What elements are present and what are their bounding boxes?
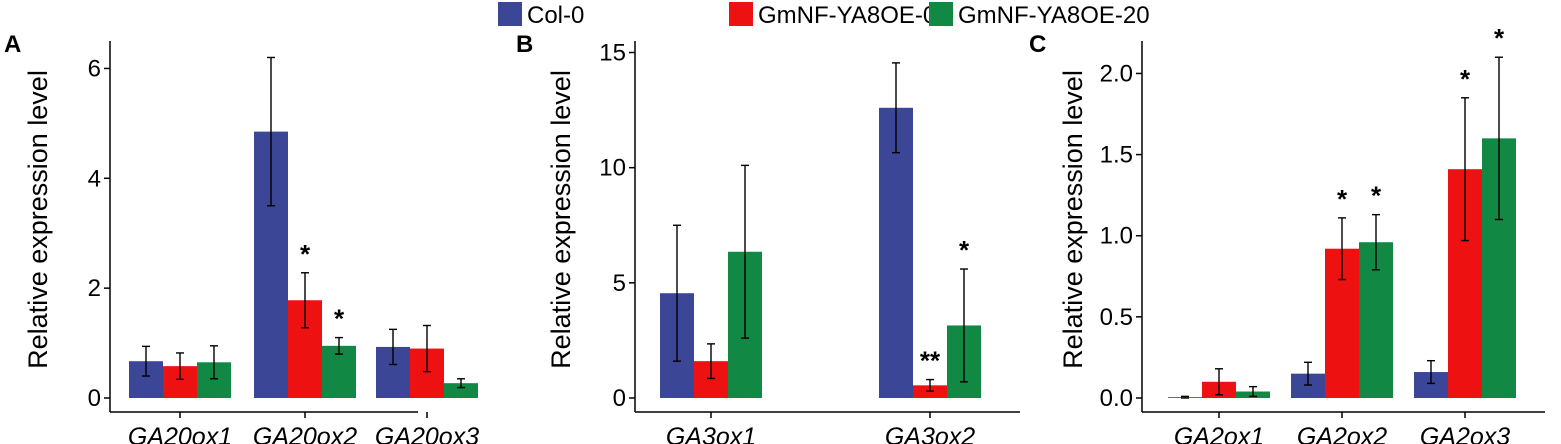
significance-mark: *: [1460, 64, 1471, 94]
significance-mark: *: [334, 304, 345, 334]
y-tick-label: 6: [88, 55, 101, 82]
legend-swatch: [729, 2, 753, 26]
significance-mark: *: [1371, 181, 1382, 211]
y-tick-label: 5: [613, 270, 626, 297]
x-tick-label: GA3ox2: [885, 423, 975, 444]
panel-c: C Relative expression level 0.0 0.5 1.0 1.5 2.…: [1029, 23, 1545, 444]
significance-mark: *: [300, 239, 311, 269]
x-tick-label: GA20ox3: [375, 423, 479, 444]
x-tick-label: GA2ox2: [1297, 423, 1387, 444]
y-tick-label: 0.5: [1100, 304, 1133, 331]
x-tick-label: GA20ox1: [128, 423, 232, 444]
y-tick-label: 4: [88, 165, 101, 192]
y-tick-label: 1.0: [1100, 223, 1133, 250]
y-tick-label: 0: [88, 385, 101, 412]
y-tick-label: 10: [599, 155, 626, 182]
y-tick-label: 0: [613, 385, 626, 412]
significance-mark: *: [1337, 184, 1348, 214]
legend-label: GmNF-YA8OE-20: [958, 2, 1150, 29]
panel-letter: C: [1029, 31, 1046, 58]
x-tick-label: GA20ox2: [253, 423, 357, 444]
y-axis-title: Relative expression level: [23, 70, 53, 369]
legend-label: Col-0: [527, 2, 584, 29]
y-axis-title: Relative expression level: [546, 70, 576, 369]
legend: Col-0 GmNF-YA8OE-05 GmNF-YA8OE-20: [498, 2, 1150, 29]
bar: [444, 383, 478, 398]
legend-swatch: [929, 2, 953, 26]
y-tick-label: 2: [88, 275, 101, 302]
significance-mark: *: [1494, 23, 1505, 53]
y-tick-label: 0.0: [1100, 385, 1133, 412]
panel-letter: A: [4, 31, 21, 58]
y-tick-label: 1.5: [1100, 142, 1133, 169]
panel-b: B Relative expression level 0 5 10 15 GA3ox1 GA…: [516, 31, 1020, 444]
y-tick-label: 15: [599, 40, 626, 67]
x-tick-label: GA2ox3: [1420, 423, 1510, 444]
panel-letter: B: [516, 31, 533, 58]
bar: [879, 107, 913, 398]
significance-mark: **: [920, 346, 941, 376]
significance-mark: *: [959, 235, 970, 265]
legend-label: GmNF-YA8OE-05: [758, 2, 950, 29]
x-tick-label: GA2ox1: [1174, 423, 1264, 444]
legend-swatch: [498, 2, 522, 26]
y-axis-title: Relative expression level: [1058, 70, 1088, 369]
x-tick-label: GA3ox1: [666, 423, 756, 444]
y-tick-label: 2.0: [1100, 60, 1133, 87]
